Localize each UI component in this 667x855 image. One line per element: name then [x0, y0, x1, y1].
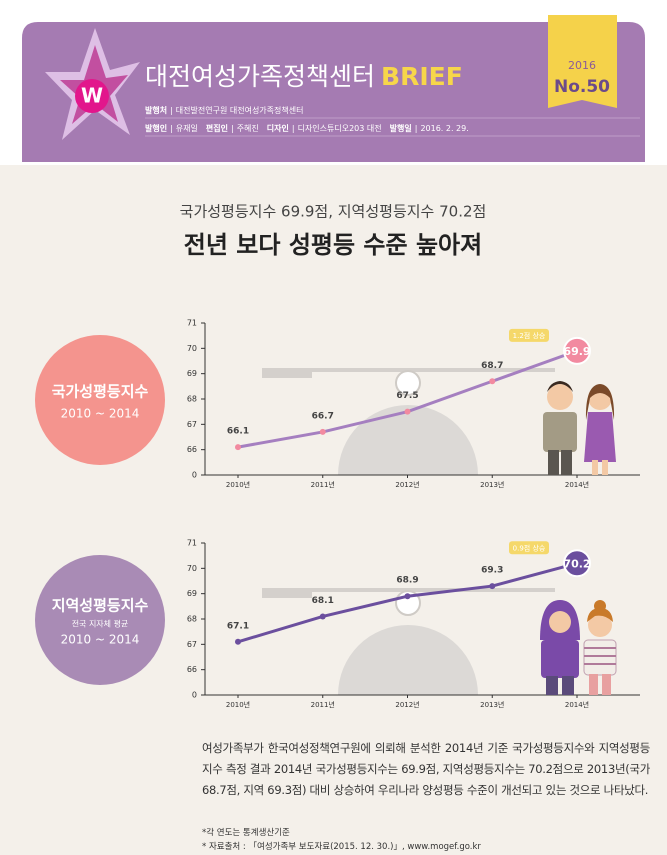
- scale-base: [338, 405, 478, 475]
- annotation-box: [509, 541, 549, 555]
- logo-text: W: [81, 84, 103, 108]
- y-tick-label: 66: [187, 665, 197, 674]
- y-tick-label: 70: [187, 344, 197, 353]
- point: [489, 378, 496, 385]
- x-tick-label: 2011년: [311, 480, 335, 489]
- info-sep: |: [170, 124, 173, 133]
- point: [319, 613, 326, 620]
- data-label: 66.1: [227, 427, 249, 437]
- x-tick-label: 2012년: [395, 700, 419, 709]
- point: [404, 593, 411, 600]
- x-tick-label: 2010년: [226, 700, 250, 709]
- info-value: 2016. 2. 29.: [420, 124, 468, 133]
- info-key: 발행인: [145, 123, 167, 133]
- info-value: 주혜진: [237, 123, 259, 133]
- label-badge: [35, 555, 165, 685]
- data-label: 68.7: [481, 361, 503, 371]
- title-suffix: BRIEF: [381, 62, 463, 91]
- y-tick-label: 69: [187, 369, 197, 378]
- x-tick-label: 2012년: [395, 480, 419, 489]
- info-sep: |: [231, 124, 234, 133]
- year: 2016: [568, 59, 596, 72]
- title: 대전여성가족정책센터: [145, 62, 375, 91]
- highlight-marker: [563, 336, 591, 365]
- issue-badge: [548, 15, 617, 108]
- y-tick-label: 67: [187, 640, 197, 649]
- series-label: 국가성평등지수: [52, 383, 149, 401]
- info-line: 발행처 | 대전발전연구원 대전여성가족정책센터: [145, 105, 303, 115]
- background: [0, 165, 667, 855]
- scale-base: [338, 625, 478, 695]
- y-tick-label: 71: [187, 539, 197, 548]
- info-key: 편집인: [206, 123, 228, 133]
- data-label: 68.1: [312, 596, 334, 606]
- data-label: 70.2: [563, 557, 590, 570]
- info-line: 발행인 | 유재일 편집인 | 주혜진 디자인 | 디자인스튜디오203 대전 발행일 | 2016.…: [145, 123, 469, 133]
- x-tick-label: 2010년: [226, 480, 250, 489]
- info-value: 대전발전연구원 대전여성가족정책센터: [176, 105, 304, 115]
- y-tick-label: 68: [187, 395, 197, 404]
- info-key: 발행처: [145, 105, 167, 115]
- y-tick-label: 67: [187, 420, 197, 429]
- y-tick-label: 66: [187, 445, 197, 454]
- annotation: 0.9점 상승: [513, 543, 546, 552]
- point: [319, 428, 326, 435]
- scale-pan: [262, 590, 312, 598]
- y-tick-label: 68: [187, 615, 197, 624]
- body-text: 여성가족부가 한국여성정책연구원에 의뢰해 분석한 2014년 기준 국가성평등…: [202, 741, 650, 797]
- point: [235, 638, 241, 645]
- x-tick-label: 2013년: [480, 700, 504, 709]
- data-label: 67.1: [227, 621, 249, 631]
- info-value: 유재일: [176, 124, 198, 133]
- y-tick-label: 0: [192, 691, 197, 700]
- footnote: *각 연도는 통계생산기준: [202, 828, 290, 838]
- logo: W: [45, 28, 140, 140]
- header-title: 대전여성가족정책센터 BRIEF: [145, 62, 463, 91]
- point: [404, 408, 411, 415]
- point: [489, 583, 496, 590]
- data-label: 69.3: [481, 566, 503, 576]
- scale-pan: [262, 370, 312, 378]
- point: [235, 444, 241, 451]
- info-sep: |: [170, 106, 173, 115]
- x-tick-label: 2013년: [480, 480, 504, 489]
- data-label: 68.9: [396, 576, 418, 586]
- highlight-marker: [563, 549, 591, 578]
- label-badge: [35, 335, 165, 465]
- annotation: 1.2점 상승: [513, 331, 546, 340]
- data-label: 66.7: [312, 411, 334, 421]
- subtitle: 국가성평등지수 69.9점, 지역성평등지수 70.2점: [180, 203, 487, 221]
- y-tick-label: 0: [192, 471, 197, 480]
- x-tick-label: 2014년: [565, 480, 589, 489]
- period: 2010 ~ 2014: [61, 407, 140, 421]
- y-tick-label: 69: [187, 589, 197, 598]
- period: 2010 ~ 2014: [61, 633, 140, 647]
- series-label: 지역성평등지수: [52, 597, 149, 615]
- series-note: 전국 지자체 평균: [72, 619, 129, 629]
- y-tick-label: 71: [187, 319, 197, 328]
- header-band: [22, 22, 645, 162]
- info-sep: |: [292, 124, 295, 133]
- info-sep: |: [415, 124, 418, 133]
- info-key: 디자인: [267, 123, 289, 133]
- y-tick-label: 70: [187, 564, 197, 573]
- charts: 국가성평등지수 2010 ~ 2014 0 66 67 68 69 70 71 2010년 2011…: [35, 319, 640, 709]
- issue: No.50: [554, 77, 610, 97]
- annotation-box: [509, 328, 549, 342]
- scale-dial: [395, 370, 421, 396]
- people-2: [540, 600, 617, 695]
- x-tick-label: 2011년: [311, 700, 335, 709]
- x-tick-label: 2014년: [565, 700, 589, 709]
- info-value: 디자인스튜디오203 대전: [298, 123, 382, 133]
- footnote: * 자료출처 : 「여성가족부 보도자료(2015. 12. 30.)」, ww…: [202, 842, 481, 852]
- data-label: 67.5: [396, 391, 418, 401]
- info-key: 발행일: [390, 123, 412, 133]
- people-1: [543, 381, 616, 475]
- data-label: 69.9: [563, 345, 590, 358]
- headline: 전년 보다 성평등 수준 높아져: [184, 231, 482, 259]
